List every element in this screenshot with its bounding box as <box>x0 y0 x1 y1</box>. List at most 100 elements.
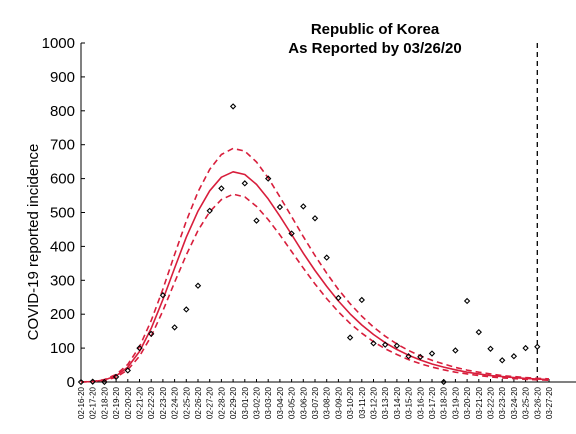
series-line-dashed-3 <box>80 193 550 383</box>
y-tick-label: 200 <box>50 306 75 323</box>
x-tick-label: 03-13-20 <box>381 386 390 419</box>
observed-point <box>534 343 541 350</box>
x-tick-label: 03-21-20 <box>475 386 484 419</box>
observed-point <box>522 344 529 352</box>
x-tick-label: 03-17-20 <box>428 386 437 419</box>
observed-point <box>206 207 213 214</box>
x-tick-label: 03-03-20 <box>264 386 273 419</box>
observed-point <box>428 350 436 357</box>
y-tick-label: 800 <box>50 103 75 120</box>
x-tick-label: 02-18-20 <box>100 386 109 419</box>
observed-point <box>370 340 377 347</box>
x-tick-label: 03-22-20 <box>487 386 496 419</box>
x-tick-label: 02-22-20 <box>147 386 156 419</box>
observed-point <box>346 334 354 341</box>
observed-point <box>265 175 272 182</box>
observed-point <box>311 215 319 222</box>
observed-point <box>487 345 494 352</box>
observed-point <box>183 306 190 313</box>
observed-point <box>218 185 225 192</box>
observed-point <box>112 373 120 381</box>
x-tick-label: 03-12-20 <box>370 386 379 419</box>
x-tick-label: 03-24-20 <box>510 386 519 419</box>
observed-point <box>194 282 202 289</box>
x-tick-label: 02-24-20 <box>171 386 180 419</box>
x-tick-label: 03-14-20 <box>393 386 402 419</box>
x-tick-label: 03-05-20 <box>288 386 297 419</box>
observed-point <box>300 203 307 210</box>
observed-point <box>499 357 506 364</box>
x-tick-label: 03-15-20 <box>405 386 414 419</box>
y-tick-label: 400 <box>50 238 75 255</box>
x-tick-label: 03-04-20 <box>276 386 285 419</box>
x-tick-label: 02-19-20 <box>112 386 121 419</box>
y-tick-label: 300 <box>50 272 75 289</box>
x-tick-label: 03-16-20 <box>416 386 425 419</box>
observed-point <box>101 378 108 386</box>
chart-title-line-2: As Reported by 03/26/20 <box>288 40 461 57</box>
markers-layer <box>77 103 541 386</box>
x-tick-label: 02-28-20 <box>217 386 226 419</box>
observed-point <box>510 353 518 360</box>
series-layer <box>80 147 550 383</box>
series-line-solid <box>80 171 550 383</box>
x-tick-label: 02-20-20 <box>124 386 133 419</box>
x-tick-label: 03-25-20 <box>522 386 531 419</box>
x-tick-label: 03-07-20 <box>311 386 320 419</box>
observed-point <box>405 353 412 360</box>
observed-point <box>475 328 482 336</box>
y-tick-label: 0 <box>67 374 75 391</box>
observed-point <box>253 217 260 224</box>
y-tick-label: 900 <box>50 69 75 86</box>
observed-point <box>89 378 96 385</box>
x-tick-label: 03-19-20 <box>451 386 460 419</box>
chart-title-line-1: Republic of Korea <box>311 21 440 38</box>
x-tick-label: 03-27-20 <box>545 386 554 419</box>
x-tick-label: 02-17-20 <box>89 386 98 419</box>
x-tick-label: 03-02-20 <box>253 386 262 419</box>
x-tick-label: 03-26-20 <box>533 386 542 419</box>
x-tick-label: 02-23-20 <box>159 386 168 419</box>
observed-point <box>124 367 131 374</box>
y-tick-label: 700 <box>50 137 75 154</box>
observed-point <box>417 353 424 361</box>
x-tick-label: 03-11-20 <box>358 386 367 418</box>
y-tick-label: 500 <box>50 205 75 222</box>
x-tick-label: 02-25-20 <box>182 386 191 419</box>
observed-point <box>159 292 167 299</box>
x-tick-label: 02-21-20 <box>136 386 145 419</box>
x-tick-label: 03-10-20 <box>346 386 355 419</box>
observed-point <box>393 342 401 349</box>
observed-point <box>323 254 330 261</box>
x-tick-label: 02-29-20 <box>229 386 238 419</box>
observed-point <box>335 294 342 302</box>
series-line-dashed-2 <box>80 147 550 383</box>
observed-point <box>77 378 85 386</box>
y-tick-label: 1000 <box>42 35 75 52</box>
observed-point <box>241 180 248 187</box>
x-tick-label: 03-23-20 <box>498 386 507 419</box>
x-tick-label: 03-08-20 <box>323 386 332 419</box>
y-tick-label: 100 <box>50 340 75 357</box>
x-tick-label: 02-16-20 <box>77 386 86 419</box>
observed-point <box>288 230 295 237</box>
observed-point <box>171 324 178 331</box>
observed-point <box>463 297 471 305</box>
x-tick-label: 02-27-20 <box>206 386 215 419</box>
x-tick-label: 03-06-20 <box>299 386 308 419</box>
x-tick-label: 02-26-20 <box>194 386 203 419</box>
observed-point <box>452 347 459 354</box>
y-tick-label: 600 <box>50 171 75 188</box>
observed-point <box>229 103 237 110</box>
axes: 0 100 200 300 400 500 600 700 800 900 1000 02-16-20… <box>42 35 576 419</box>
x-tick-label: 03-09-20 <box>334 386 343 419</box>
observed-point <box>276 203 284 211</box>
observed-point <box>136 344 143 352</box>
observed-point <box>440 378 447 386</box>
observed-point <box>382 341 389 348</box>
observed-point <box>358 296 365 304</box>
x-tick-label: 03-20-20 <box>463 386 472 419</box>
x-tick-label: 03-18-20 <box>440 386 449 419</box>
observed-point <box>148 330 155 338</box>
